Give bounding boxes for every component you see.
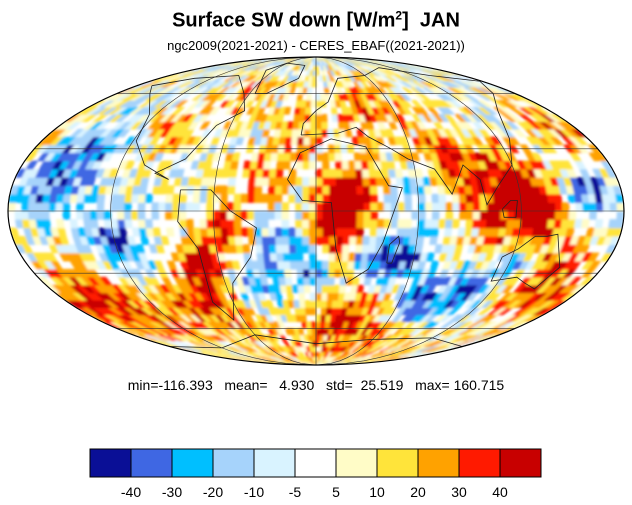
longitude-line	[315, 56, 420, 366]
longitude-line	[110, 56, 317, 366]
colorbar-tick-label: 30	[451, 484, 467, 500]
colorbar-box	[212, 448, 255, 478]
title-close: ]	[402, 9, 409, 32]
coastline-madagascar	[386, 235, 401, 264]
coastline-australia	[490, 233, 561, 290]
coastlines	[135, 62, 561, 349]
coastline-europe-asia	[300, 67, 513, 206]
colorbar-box	[294, 448, 337, 478]
coastline-greenland	[254, 62, 306, 94]
coastline-south-america	[177, 189, 257, 321]
title-month: JAN	[419, 9, 460, 32]
colorbar-box	[417, 448, 460, 478]
statistics-line: min=-116.393 mean= 4.930 std= 25.519 max…	[127, 377, 505, 393]
coastline-africa	[287, 138, 403, 284]
colorbar-box	[458, 448, 501, 478]
colorbar-tick-label: -5	[289, 484, 302, 500]
coastline-borneo	[502, 200, 518, 218]
title-superscript: 2	[395, 8, 403, 22]
colorbar-tick-label: 40	[492, 484, 508, 500]
plot-title: Surface SW down [W/m2] JAN	[0, 8, 632, 33]
colorbar-tick-label: -40	[121, 484, 141, 500]
colorbar-box	[171, 448, 214, 478]
longitude-line	[212, 56, 317, 366]
graticule-lines	[8, 56, 624, 366]
title-main: Surface SW down [W/m	[172, 9, 396, 32]
colorbar-tick-label: 5	[332, 484, 340, 500]
map-boundary	[7, 56, 625, 366]
coastline-north-america	[135, 75, 246, 180]
colorbar-box	[335, 448, 378, 478]
colorbar-labels: -40 -30 -20 -10 -5 5 10 20 30 40	[121, 484, 508, 500]
coastline-antarctica	[169, 334, 463, 349]
colorbar-box	[253, 448, 296, 478]
longitude-line	[315, 56, 522, 366]
colorbar-box	[376, 448, 419, 478]
colorbar-box	[499, 448, 542, 478]
colorbar-tick-label: 10	[369, 484, 385, 500]
plot-subtitle: ngc2009(2021-2021) - CERES_EBAF((2021-20…	[167, 38, 465, 53]
colorbar-tick-label: -20	[203, 484, 223, 500]
colorbar-tick-label: 20	[410, 484, 426, 500]
colorbar-box	[130, 448, 173, 478]
colorbar-box	[89, 448, 132, 478]
colorbar-tick-label: -10	[244, 484, 264, 500]
colorbar-boxes	[89, 448, 542, 478]
colorbar-tick-label: -30	[162, 484, 182, 500]
